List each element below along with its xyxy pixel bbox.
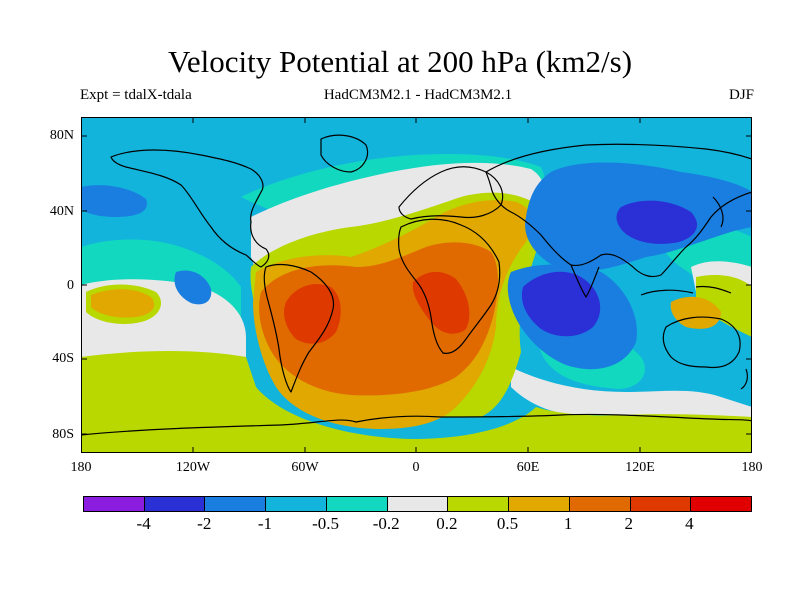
field-blue-pacific <box>174 270 212 305</box>
colorbar-swatch <box>630 497 692 511</box>
field-blue-nw <box>81 185 147 217</box>
colorbar-swatch <box>569 497 631 511</box>
colorbar-swatch <box>266 497 327 511</box>
colorbar-label: 0.2 <box>436 514 458 533</box>
field-redorange-sa <box>284 283 341 344</box>
colorbar-swatch <box>326 497 388 511</box>
experiment-label: Expt = tdalX-tdala <box>80 87 192 103</box>
colorbar-label: 2 <box>624 514 633 533</box>
colorbar-swatch <box>509 497 570 511</box>
field-redorange-africa <box>412 271 470 334</box>
map-panel <box>81 117 752 453</box>
coastline-north-america <box>110 149 270 268</box>
colorbar-label: -1 <box>257 514 272 533</box>
colorbar-swatch <box>84 497 145 511</box>
coastline-south-america <box>263 263 335 393</box>
lon-label-180e: 180 <box>741 460 763 475</box>
coastline-india <box>570 264 600 298</box>
axis-ticks <box>81 117 752 453</box>
coastline-antarctica <box>81 413 752 436</box>
field-gold-west <box>91 289 155 318</box>
coastline-australia <box>662 316 741 369</box>
lat-label-80s: 80S <box>52 427 74 442</box>
colorbar-label: 1 <box>563 514 573 533</box>
season-label: DJF <box>728 87 754 103</box>
colorbar-swatch <box>205 497 267 511</box>
coastline-africa <box>398 218 501 354</box>
colorbar-label: -0.2 <box>372 514 400 533</box>
lon-label-60e: 60E <box>516 460 540 475</box>
field-yellowgreen-south <box>81 351 752 453</box>
colorbar-swatch <box>387 497 449 511</box>
field-neutral-south <box>511 367 752 417</box>
colorbar-label: 0.5 <box>496 514 519 533</box>
field-gold-east <box>670 296 721 329</box>
colorbar-swatch <box>691 497 752 511</box>
colorbar <box>83 496 752 512</box>
colorbar-label: -0.5 <box>312 514 339 533</box>
coastline-indonesia <box>640 285 732 296</box>
colorbar-label: -4 <box>136 514 151 533</box>
model-label: HadCM3M2.1 - HadCM3M2.1 <box>323 87 513 103</box>
coastline-japan <box>712 196 724 228</box>
field-deepblue-asia <box>616 200 698 244</box>
lat-label-80n: 80N <box>49 128 74 143</box>
map-plot <box>81 117 752 453</box>
coastline-asia <box>485 143 752 278</box>
colorbar-swatch <box>448 497 510 511</box>
lon-label-60w: 60W <box>291 460 319 475</box>
colorbar-swatch <box>144 497 206 511</box>
colorbar-label: 4 <box>685 514 694 533</box>
coastlines <box>81 134 752 436</box>
map-title: Velocity Potential at 200 hPa (km2/s) <box>167 44 633 79</box>
colorbar-label: -2 <box>197 514 212 533</box>
field-yellowgreen-ne <box>696 275 752 337</box>
lon-label-0: 0 <box>412 460 420 475</box>
lat-label-0: 0 <box>67 278 74 293</box>
lat-label-40s: 40S <box>52 351 74 366</box>
lon-label-120w: 120W <box>175 460 211 475</box>
lon-label-180w: 180 <box>70 460 92 475</box>
lat-label-40n: 40N <box>49 204 74 219</box>
coastline-greenland <box>320 134 369 173</box>
coastline-new-zealand <box>740 368 748 390</box>
lon-label-120e: 120E <box>625 460 655 475</box>
